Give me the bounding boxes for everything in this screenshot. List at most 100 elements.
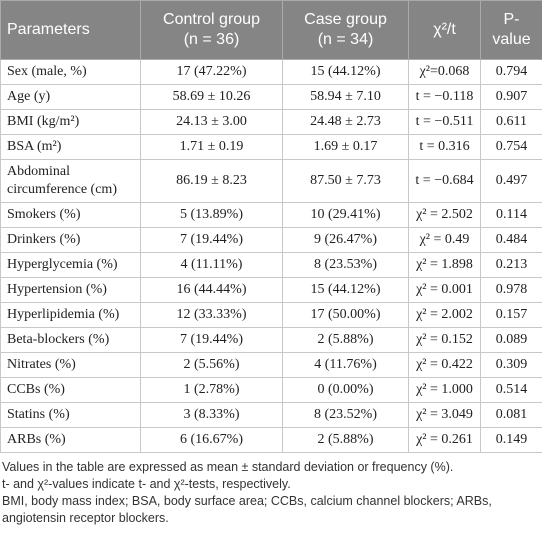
- table-cell: χ² = 0.49: [408, 227, 481, 253]
- table-cell: 0.497: [480, 159, 542, 203]
- table-cell: 15 (44.12%): [282, 277, 409, 303]
- table-cell: Smokers (%): [0, 202, 141, 228]
- table-cell: 0.089: [480, 327, 542, 353]
- table-cell: Sex (male, %): [0, 59, 141, 85]
- table-cell: χ² = 0.152: [408, 327, 481, 353]
- table-cell: Hypertension (%): [0, 277, 141, 303]
- table-row: Statins (%) 3 (8.33%) 8 (23.52%) χ² = 3.049…: [0, 402, 542, 428]
- header-line: (n = 34): [317, 31, 374, 48]
- table-cell: χ² = 2.002: [408, 302, 481, 328]
- table-cell: BMI (kg/m²): [0, 109, 141, 135]
- table-cell: 24.48 ± 2.73: [282, 109, 409, 135]
- table-cell: 0 (0.00%): [282, 377, 409, 403]
- table-cell: 0.514: [480, 377, 542, 403]
- table-cell: 8 (23.53%): [282, 252, 409, 278]
- table-row: Hyperglycemia (%) 4 (11.11%) 8 (23.53%) χ² …: [0, 252, 542, 278]
- header-row: Parameters Control group (n = 36) Case grou…: [0, 0, 542, 60]
- header-line: χ²/t: [433, 21, 456, 38]
- table-cell: 0.157: [480, 302, 542, 328]
- table-cell: 0.978: [480, 277, 542, 303]
- table-cell: 8 (23.52%): [282, 402, 409, 428]
- table-cell: 17 (47.22%): [140, 59, 283, 85]
- table-cell: 0.114: [480, 202, 542, 228]
- table-cell: 1.69 ± 0.17: [282, 134, 409, 160]
- table-cell: 12 (33.33%): [140, 302, 283, 328]
- table-cell: χ² = 2.502: [408, 202, 481, 228]
- table-row: Beta-blockers (%) 7 (19.44%) 2 (5.88%) χ² =…: [0, 327, 542, 353]
- header-line: Control group: [163, 11, 260, 28]
- table-cell: t = −0.684: [408, 159, 481, 203]
- table-cell: Hyperlipidemia (%): [0, 302, 141, 328]
- footnotes: Values in the table are expressed as mea…: [0, 453, 542, 527]
- table-cell: 0.081: [480, 402, 542, 428]
- header-cell: χ²/t: [408, 0, 481, 60]
- table-cell: 86.19 ± 8.23: [140, 159, 283, 203]
- table-cell: Beta-blockers (%): [0, 327, 141, 353]
- table-cell: 17 (50.00%): [282, 302, 409, 328]
- table-cell: CCBs (%): [0, 377, 141, 403]
- table-cell: χ² = 0.001: [408, 277, 481, 303]
- header-line: P-: [503, 11, 520, 28]
- header-line: value: [492, 31, 531, 48]
- table-cell: χ² = 1.000: [408, 377, 481, 403]
- table-cell: Drinkers (%): [0, 227, 141, 253]
- table-cell: 10 (29.41%): [282, 202, 409, 228]
- table-cell: t = −0.118: [408, 84, 481, 110]
- footnote: Values in the table are expressed as mea…: [2, 460, 454, 474]
- table-cell: 0.754: [480, 134, 542, 160]
- table-cell: 4 (11.76%): [282, 352, 409, 378]
- header-cell: Parameters: [0, 0, 141, 60]
- header-cell: Control group (n = 36): [140, 0, 283, 60]
- table-cell: 1 (2.78%): [140, 377, 283, 403]
- table-cell: t = 0.316: [408, 134, 481, 160]
- table-cell: Age (y): [0, 84, 141, 110]
- table-cell: 58.94 ± 7.10: [282, 84, 409, 110]
- table-cell: 7 (19.44%): [140, 327, 283, 353]
- table-cell: 2 (5.88%): [282, 327, 409, 353]
- table-cell: 0.484: [480, 227, 542, 253]
- table-cell: 3 (8.33%): [140, 402, 283, 428]
- table-cell: 24.13 ± 3.00: [140, 109, 283, 135]
- table-cell: χ²=0.068: [408, 59, 481, 85]
- table-cell: 0.794: [480, 59, 542, 85]
- table-row: Smokers (%) 5 (13.89%) 10 (29.41%) χ² = 2.5…: [0, 202, 542, 228]
- table-row: Hyperlipidemia (%) 12 (33.33%) 17 (50.00%)…: [0, 302, 542, 328]
- table-cell: 2 (5.56%): [140, 352, 283, 378]
- table-cell: 1.71 ± 0.19: [140, 134, 283, 160]
- table-cell: 5 (13.89%): [140, 202, 283, 228]
- table-row: Age (y) 58.69 ± 10.26 58.94 ± 7.10 t = −0.1…: [0, 84, 542, 110]
- table: Parameters Control group (n = 36) Case grou…: [0, 0, 542, 453]
- header-line: Parameters: [7, 21, 90, 38]
- table-cell: 58.69 ± 10.26: [140, 84, 283, 110]
- table-cell: 9 (26.47%): [282, 227, 409, 253]
- header-line: (n = 36): [183, 31, 240, 48]
- table-cell: 87.50 ± 7.73: [282, 159, 409, 203]
- table-cell: 16 (44.44%): [140, 277, 283, 303]
- table-cell: χ² = 3.049: [408, 402, 481, 428]
- table-cell: 2 (5.88%): [282, 427, 409, 453]
- table-row: CCBs (%) 1 (2.78%) 0 (0.00%) χ² = 1.000 0.51…: [0, 377, 542, 403]
- table-cell: t = −0.511: [408, 109, 481, 135]
- table-cell: 0.213: [480, 252, 542, 278]
- table-row: Nitrates (%) 2 (5.56%) 4 (11.76%) χ² = 0.42…: [0, 352, 542, 378]
- header-cell: Case group (n = 34): [282, 0, 409, 60]
- table-cell: 0.907: [480, 84, 542, 110]
- table-cell: Nitrates (%): [0, 352, 141, 378]
- table-cell: 7 (19.44%): [140, 227, 283, 253]
- table-row: Drinkers (%) 7 (19.44%) 9 (26.47%) χ² = 0.4…: [0, 227, 542, 253]
- table-row: Sex (male, %) 17 (47.22%) 15 (44.12%) χ²=0.…: [0, 59, 542, 85]
- table-cell: BSA (m²): [0, 134, 141, 160]
- table-row: Hypertension (%) 16 (44.44%) 15 (44.12%) χ²…: [0, 277, 542, 303]
- table-cell: 6 (16.67%): [140, 427, 283, 453]
- table-row: ARBs (%) 6 (16.67%) 2 (5.88%) χ² = 0.261 0.1…: [0, 427, 542, 453]
- table-cell: Abdominal circumference (cm): [0, 159, 141, 203]
- table-cell: χ² = 1.898: [408, 252, 481, 278]
- table-cell: Statins (%): [0, 402, 141, 428]
- header-cell: P-value: [480, 0, 542, 60]
- table-body: Sex (male, %) 17 (47.22%) 15 (44.12%) χ²=0.…: [0, 59, 542, 453]
- table-row: Abdominal circumference (cm) 86.19 ± 8.23…: [0, 159, 542, 203]
- table-cell: χ² = 0.261: [408, 427, 481, 453]
- table-cell: ARBs (%): [0, 427, 141, 453]
- footnote: BMI, body mass index; BSA, body surface …: [2, 494, 492, 525]
